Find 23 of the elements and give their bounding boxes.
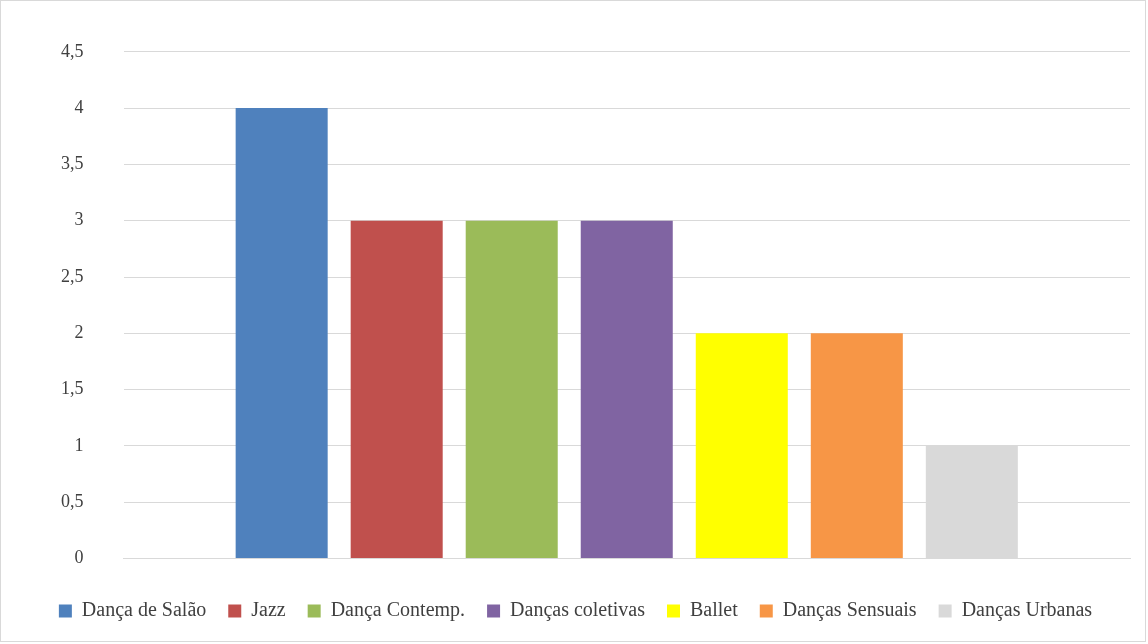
- y-tick-label: 1,5: [61, 378, 84, 399]
- legend-label: Jazz: [251, 598, 286, 621]
- y-tick-label: 4: [74, 96, 84, 117]
- legend-label: Danças coletivas: [510, 598, 646, 622]
- legend-label: Danças Sensuais: [782, 598, 917, 622]
- legend-label: Dança de Salão: [81, 598, 207, 622]
- y-tick-label: 2,5: [61, 265, 84, 286]
- bar: [580, 220, 673, 559]
- y-tick-label: 4,5: [61, 40, 84, 61]
- bar: [810, 333, 903, 559]
- y-tick-label: 2: [74, 322, 84, 343]
- legend-label: Ballet: [690, 598, 739, 621]
- bar: [350, 220, 443, 559]
- y-tick-label: 0,5: [61, 491, 84, 512]
- legend-label: Dança Contemp.: [330, 598, 466, 622]
- legend-label: Danças Urbanas: [961, 598, 1093, 622]
- bar: [235, 108, 328, 559]
- y-tick-label: 0: [74, 547, 84, 568]
- y-tick-label: 3,5: [61, 153, 84, 174]
- y-tick-label: 1: [74, 434, 84, 455]
- bar: [695, 333, 788, 559]
- bar: [465, 220, 558, 559]
- y-tick-label: 3: [74, 209, 84, 230]
